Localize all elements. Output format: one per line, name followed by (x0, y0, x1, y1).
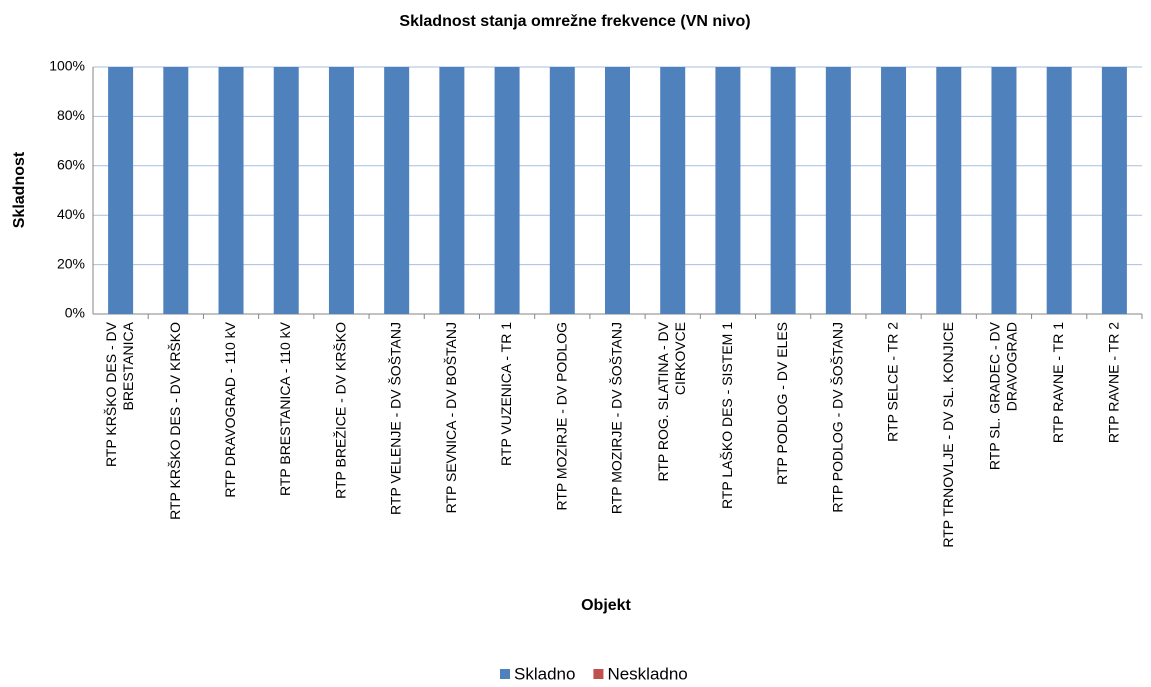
x-tick-label: RTP MOZIRJE - DV PODLOG (553, 322, 569, 511)
x-tick-label: RTP KRŠKO DES - DVBRESTANICA (103, 321, 136, 467)
bar (328, 67, 354, 314)
legend-label: Skladno (514, 664, 575, 683)
y-tick-label: 60% (57, 157, 85, 173)
y-tick-label: 80% (57, 107, 85, 123)
y-axis-title: Skladnost (11, 151, 28, 228)
bar (1046, 67, 1072, 314)
x-tick-label: RTP BRESTANICA - 110 kV (277, 321, 293, 496)
bar (494, 67, 520, 314)
x-tick-label: RTP VUZENICA - TR 1 (498, 322, 514, 466)
bar (991, 67, 1017, 314)
bar (715, 67, 741, 314)
bar (881, 67, 907, 314)
y-tick-label: 0% (65, 305, 85, 321)
x-tick-label: RTP SELCE - TR 2 (884, 322, 900, 442)
x-tick-label: RTP LAŠKO DES - SISTEM 1 (719, 322, 735, 509)
legend-swatch (500, 669, 510, 679)
bar (605, 67, 630, 314)
bar (1101, 67, 1127, 314)
x-tick-label: RTP PODLOG - DV ELES (774, 322, 790, 485)
bar (549, 67, 575, 314)
x-tick-label: RTP RAVNE - TR 2 (1105, 322, 1121, 443)
y-tick-label: 100% (49, 58, 85, 74)
bar (770, 67, 796, 314)
bar (660, 67, 686, 314)
x-axis-title: Objekt (581, 597, 631, 614)
x-tick-label: RTP BREŽICE - DV KRŠKO (332, 322, 348, 499)
legend-swatch (593, 669, 604, 679)
x-tick-label: RTP ROG. SLATINA - DVCIRKOVCE (655, 321, 688, 481)
bar (825, 67, 851, 314)
x-tick-label: RTP TRNOVLJE - DV SL. KONJICE (939, 322, 955, 548)
legend-label: Neskladno (607, 664, 687, 683)
x-tick-label: RTP VELENJE - DV ŠOŠTANJ (387, 322, 403, 515)
bar (936, 67, 962, 314)
x-tick-label: RTP DRAVOGRAD - 110 kV (222, 321, 238, 497)
bar (273, 67, 299, 314)
x-tick-label: RTP SEVNICA - DV BOŠTANJ (443, 322, 459, 513)
y-tick-label: 40% (57, 206, 85, 222)
x-tick-label: RTP KRŠKO DES - DV KRŠKO (167, 322, 183, 520)
chart-title: Skladnost stanja omrežne frekvence (VN n… (399, 13, 750, 30)
x-tick-label: RTP MOZIRJE - DV ŠOŠTANJ (608, 322, 624, 514)
y-tick-label: 20% (57, 255, 85, 271)
bar (439, 67, 465, 314)
x-tick-label: RTP RAVNE - TR 1 (1050, 322, 1066, 443)
bar (163, 67, 189, 314)
bar (384, 67, 410, 314)
x-tick-label: RTP PODLOG - DV ŠOŠTANJ (829, 322, 845, 513)
bar (218, 67, 244, 314)
bar (108, 67, 134, 314)
x-tick-label: RTP SL. GRADEC - DVDRAVOGRAD (986, 321, 1019, 470)
